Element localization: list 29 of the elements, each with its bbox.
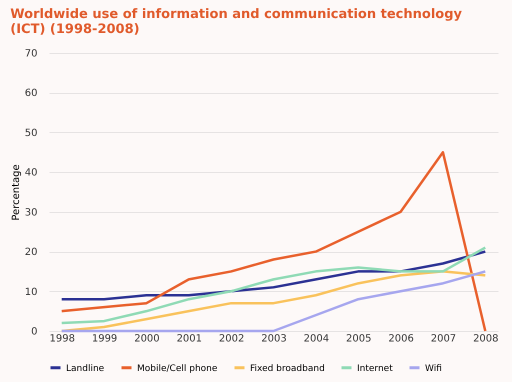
legend-label: Wifi <box>425 364 442 374</box>
y-tick-label: 70 <box>24 48 38 60</box>
chart-title: Worldwide use of information and communication technology (ICT) (1998-2008) <box>10 7 463 37</box>
x-tick-label: 2004 <box>304 334 330 344</box>
line-series <box>60 151 487 332</box>
y-tick-label: 0 <box>31 326 38 338</box>
legend-label: Fixed broadband <box>250 364 325 374</box>
y-tick-label: 30 <box>24 207 38 218</box>
x-tick-label: 1999 <box>92 334 118 344</box>
x-tick-label: 2005 <box>346 334 372 344</box>
y-tick-label: 10 <box>24 286 38 298</box>
legend-label: Landline <box>66 364 105 374</box>
y-tick-label: 20 <box>24 247 38 258</box>
x-tick-label: 2007 <box>430 334 456 344</box>
x-tick-label: 2000 <box>134 334 160 344</box>
y-axis-title: Percentage <box>10 164 22 221</box>
legend-label: Mobile/Cell phone <box>137 364 218 374</box>
x-tick-label: 2008 <box>473 334 499 344</box>
y-tick-label: 60 <box>24 88 38 100</box>
x-tick-label: 2006 <box>388 334 414 344</box>
legend-label: Internet <box>357 364 394 374</box>
x-tick-label: 2003 <box>261 334 287 344</box>
y-tick-label: 50 <box>24 128 38 139</box>
x-tick-label: 2001 <box>176 334 202 344</box>
x-tick-label: 1998 <box>49 334 75 344</box>
line-series <box>60 246 487 324</box>
x-tick-label: 2002 <box>218 334 244 344</box>
line-series <box>60 270 487 332</box>
y-tick-label: 40 <box>24 168 38 179</box>
